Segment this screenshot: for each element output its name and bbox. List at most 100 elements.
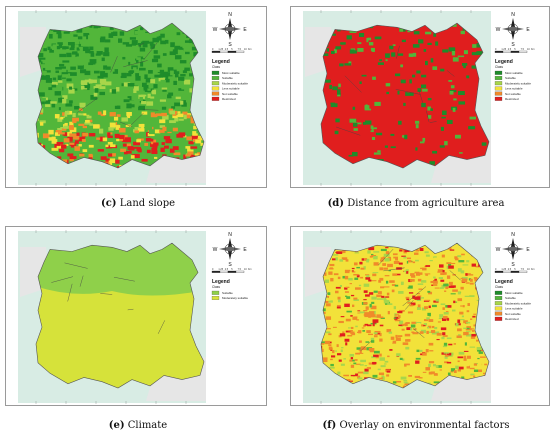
study-area-raster [36, 243, 204, 388]
scale-label: 5 [514, 268, 516, 271]
svg-text:N: N [511, 232, 515, 238]
caption-f: (f) Overlay on environmental factors [278, 420, 550, 431]
scale-bar: 0 1.25 2.5 5 7.5 10 Km [211, 48, 252, 53]
legend-swatch [494, 290, 503, 295]
north-arrow-icon: N S E W [496, 232, 531, 268]
study-area-boundary [320, 22, 490, 169]
north-arrow-icon: N S E W [213, 232, 248, 268]
caption-letter-d: (d) [327, 198, 345, 209]
svg-text:N: N [511, 12, 515, 18]
svg-text:S: S [228, 262, 232, 268]
scale-label: Km [531, 48, 535, 51]
legend-label: Not suitable [505, 92, 521, 96]
legend-swatch [211, 91, 220, 96]
legend-label: Less suitable [505, 307, 523, 311]
scale-label: 5 [231, 48, 233, 51]
legend-swatch [211, 290, 220, 295]
legend-label: Moderately suitable [505, 301, 531, 305]
study-area-boundary [35, 22, 205, 169]
map-frame-d: N S E W 0 1.25 2.5 5 7.5 10 Km Legend Class Most suit… [290, 6, 550, 188]
svg-text:W: W [213, 27, 218, 33]
scale-label: 2.5 [225, 48, 229, 51]
scale-label: 1.25 [501, 48, 506, 51]
legend-swatch [494, 316, 503, 321]
caption-letter-e: (e) [108, 420, 125, 431]
legend-label: Restricted [505, 97, 519, 101]
map-frame-f: N S E W 0 1.25 2.5 5 7.5 10 Km Legend Class Most suit… [290, 226, 550, 406]
svg-text:E: E [243, 247, 247, 253]
scale-label: 2.5 [508, 268, 512, 271]
legend-swatch [494, 81, 503, 86]
legend-swatch [211, 76, 220, 80]
legend-swatch [211, 81, 220, 86]
legend-swatch [211, 96, 220, 101]
legend-swatch [494, 311, 503, 316]
map-frame-e: N S E W 0 1.25 2.5 5 7.5 10 Km Legend Class Suitable M… [5, 226, 267, 406]
legend-label: Not suitable [505, 312, 521, 316]
scale-label: 5 [231, 268, 233, 271]
svg-text:S: S [228, 42, 232, 48]
scale-label: Km [248, 268, 252, 271]
caption-text-d: Distance from agriculture area [347, 198, 505, 209]
caption-letter-f: (f) [322, 420, 337, 431]
scale-label: 7.5 [521, 48, 525, 51]
legend-swatch [494, 86, 503, 91]
legend-swatch [494, 76, 503, 80]
scale-label: Km [531, 268, 535, 271]
scale-label: 5 [514, 48, 516, 51]
map-e: N S E W 0 1.25 2.5 5 7.5 10 Km LegendClassSuitableM… [6, 227, 266, 405]
legend-label: Restricted [505, 317, 519, 321]
legend-label: Suitable [222, 76, 233, 80]
panel-c: N S E W 0 1.25 2.5 5 7.5 10 Km Legend Class Most suit… [0, 0, 276, 219]
svg-text:S: S [511, 262, 515, 268]
legend-title: Legend [212, 279, 230, 285]
svg-text:W: W [496, 247, 501, 253]
legend-swatch [494, 96, 503, 101]
legend-label: Moderately suitable [222, 81, 248, 85]
legend-swatch [494, 301, 503, 306]
legend-label: Most suitable [505, 291, 523, 295]
legend-title: Legend [212, 59, 230, 65]
caption-c: (c) Land slope [0, 198, 276, 209]
svg-text:N: N [228, 12, 232, 18]
caption-text-e: Climate [127, 420, 168, 431]
scale-label: 10 [244, 268, 247, 271]
scale-label: 10 [527, 268, 530, 271]
legend-swatch [211, 296, 220, 300]
study-area-raster [36, 23, 204, 168]
legend-subtitle: Class [495, 285, 503, 289]
legend-label: Restricted [222, 97, 236, 101]
legend-swatch [494, 306, 503, 311]
legend-label: Not suitable [222, 92, 238, 96]
legend-title: Legend [495, 279, 513, 285]
scale-label: 2.5 [508, 48, 512, 51]
scale-label: 2.5 [225, 268, 229, 271]
scale-label: 1.25 [218, 48, 223, 51]
study-area-boundary [320, 242, 490, 389]
panel-e: N S E W 0 1.25 2.5 5 7.5 10 Km Legend Class Suitable M… [0, 220, 276, 439]
legend-swatch [211, 86, 220, 91]
map-frame-c: N S E W 0 1.25 2.5 5 7.5 10 Km Legend Class Most suit… [5, 6, 267, 188]
scale-label: 10 [527, 48, 530, 51]
scale-label: 0 [495, 48, 497, 51]
study-area-raster [321, 23, 489, 168]
scale-label: 0 [212, 268, 214, 271]
svg-text:W: W [496, 27, 501, 33]
caption-letter-c: (c) [100, 198, 117, 209]
north-arrow-icon: N S E W [213, 12, 248, 48]
study-area-boundary [35, 242, 205, 389]
legend-swatch [211, 70, 220, 75]
panel-f: N S E W 0 1.25 2.5 5 7.5 10 Km Legend Class Most suit… [276, 220, 550, 439]
scale-label: 7.5 [238, 48, 242, 51]
svg-text:W: W [213, 247, 218, 253]
legend-subtitle: Class [212, 285, 220, 289]
legend-subtitle: Class [495, 65, 503, 69]
panel-d: N S E W 0 1.25 2.5 5 7.5 10 Km Legend Class Most suit… [276, 0, 550, 219]
legend-subtitle: Class [212, 65, 220, 69]
